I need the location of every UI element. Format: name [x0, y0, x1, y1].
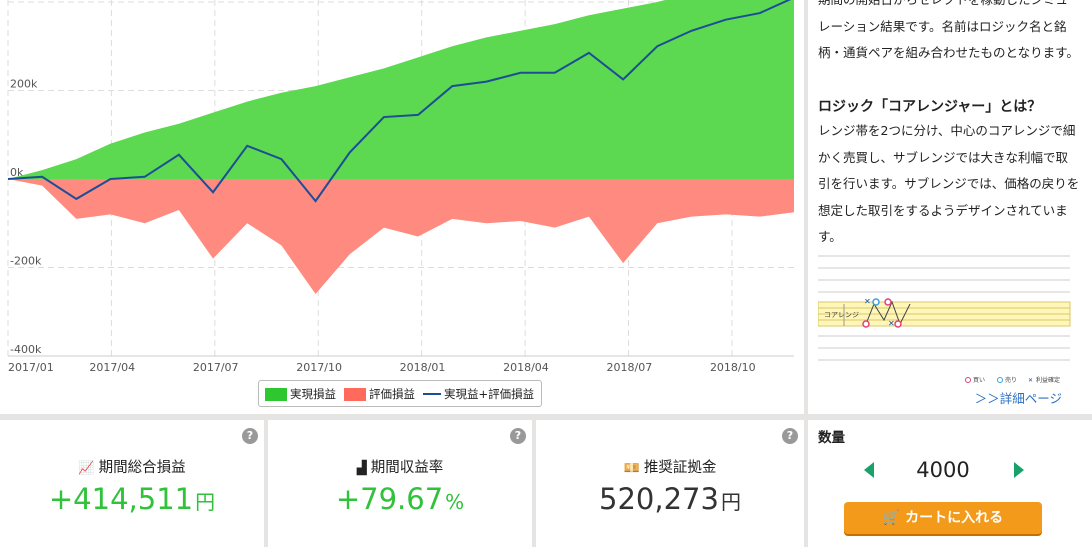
logic-body: レンジ帯を2つに分け、中心のコアレンジで細かく売買し、サブレンジでは大きな利幅で… — [818, 123, 1080, 244]
quantity-value: 4000 — [916, 458, 970, 482]
y-tick-label: -200k — [10, 255, 42, 268]
stat-rate-value: +79.67 — [335, 482, 444, 516]
chart-legend: 実現損益 評価損益 実現益+評価損益 — [258, 380, 542, 407]
svg-text:✕: ✕ — [864, 297, 871, 306]
help-icon[interactable]: ? — [510, 428, 526, 444]
y-tick-label: -400k — [10, 343, 42, 356]
buy-marker — [862, 320, 870, 328]
decrease-arrow-icon[interactable] — [864, 462, 874, 478]
add-to-cart-label: カートに入れる — [905, 510, 1004, 526]
x-tick-label: 2017/04 — [89, 361, 135, 374]
stat-total-profit: ? 📈 期間総合損益 +414,511 円 — [0, 420, 264, 547]
performance-chart: 400k 200k 0k -200k -400k 2017/01 2017/04 2017/0… — [7, 0, 794, 374]
logic-heading: ロジック「コアレンジャー」とは？ — [818, 99, 1042, 115]
money-icon: 💴 — [623, 461, 640, 476]
x-tick-label: 2017/01 — [8, 361, 54, 374]
stat-rate-value-row: +79.67% — [268, 482, 532, 516]
svg-text:✕: ✕ — [1028, 377, 1033, 384]
diagram-legend-take-profit: 利益確定 — [1036, 376, 1060, 384]
stat-rate-label-row: ▟ 期間収益率 — [268, 456, 532, 477]
stat-total-label-row: 📈 期間総合損益 — [0, 456, 264, 477]
legend-label-total: 実現益+評価損益 — [444, 386, 535, 401]
logic-description-panel: 期間の開始日からセレクトを稼動したシミュレーション結果です。名前はロジック名と銘… — [808, 0, 1092, 414]
performance-chart-panel: 400k 200k 0k -200k -400k 2017/01 2017/04 2017/0… — [0, 0, 804, 414]
legend-swatch-unrealized — [344, 387, 366, 401]
help-icon[interactable]: ? — [782, 428, 798, 444]
area-series-1 — [8, 179, 794, 295]
stat-margin-value: 520,273 — [599, 482, 719, 516]
y-tick-label: 400k — [10, 0, 38, 2]
legend-item-total[interactable]: 実現益+評価損益 — [423, 386, 534, 402]
legend-label-unrealized: 評価損益 — [369, 386, 415, 401]
x-tick-label: 2018/04 — [503, 361, 549, 374]
line-series-2 — [7, 0, 792, 203]
stat-margin-label: 推奨証拠金 — [643, 460, 717, 476]
svg-text:✕: ✕ — [888, 319, 895, 328]
legend-item-realized[interactable]: 実現損益 — [265, 386, 336, 402]
stat-margin-value-row: 520,273 円 — [536, 482, 804, 516]
add-to-cart-button[interactable]: 🛒 カートに入れる — [844, 502, 1042, 534]
diagram-legend-buy: 買い — [973, 377, 985, 384]
stat-total-label: 期間総合損益 — [98, 460, 186, 476]
legend-swatch-total — [423, 393, 441, 395]
stat-total-value-row: +414,511 円 — [0, 482, 264, 516]
legend-swatch-realized — [265, 387, 287, 401]
x-tick-label: 2017/10 — [296, 361, 342, 374]
stat-margin-unit: 円 — [720, 490, 741, 514]
quantity-title: 数量 — [818, 430, 845, 446]
y-tick-label: 200k — [10, 78, 38, 91]
cart-icon: 🛒 — [882, 510, 906, 526]
x-tick-label: 2017/07 — [193, 361, 239, 374]
area-series-0 — [8, 0, 794, 179]
diagram-label-core-range: コアレンジ — [824, 311, 859, 319]
diagram-legend-sell: 売り — [1005, 376, 1017, 384]
simulation-description: 期間の開始日からセレクトを稼動したシミュレーション結果です。名前はロジック名と銘… — [818, 0, 1079, 60]
stat-rate-label: 期間収益率 — [370, 460, 444, 476]
quantity-panel: 数量 4000 🛒 カートに入れる — [808, 420, 1092, 547]
x-tick-label: 2018/07 — [607, 361, 653, 374]
x-tick-label: 2018/01 — [400, 361, 446, 374]
y-tick-label: 0k — [10, 166, 24, 179]
stat-margin-label-row: 💴 推奨証拠金 — [536, 456, 804, 477]
stat-recommended-margin: ? 💴 推奨証拠金 520,273 円 — [536, 420, 804, 547]
sell-marker — [872, 298, 880, 306]
area-chart-icon: ▟ — [356, 461, 367, 476]
increase-arrow-icon[interactable] — [1014, 462, 1024, 478]
detail-page-link[interactable]: ＞＞詳細ページ — [974, 391, 1062, 406]
stat-return-rate: ? ▟ 期間収益率 +79.67% — [268, 420, 532, 547]
core-range-diagram: コアレンジ ✕ ✕ 買い 売り ✕ 利益確定 — [818, 255, 1071, 384]
help-icon[interactable]: ? — [242, 428, 258, 444]
legend-label-realized: 実現損益 — [290, 386, 336, 401]
line-chart-icon: 📈 — [78, 461, 95, 476]
stat-rate-unit: % — [445, 490, 465, 514]
stat-total-value: +414,511 — [48, 482, 194, 516]
x-tick-label: 2018/10 — [710, 361, 756, 374]
stat-total-unit: 円 — [195, 490, 216, 514]
legend-item-unrealized[interactable]: 評価損益 — [344, 386, 415, 402]
